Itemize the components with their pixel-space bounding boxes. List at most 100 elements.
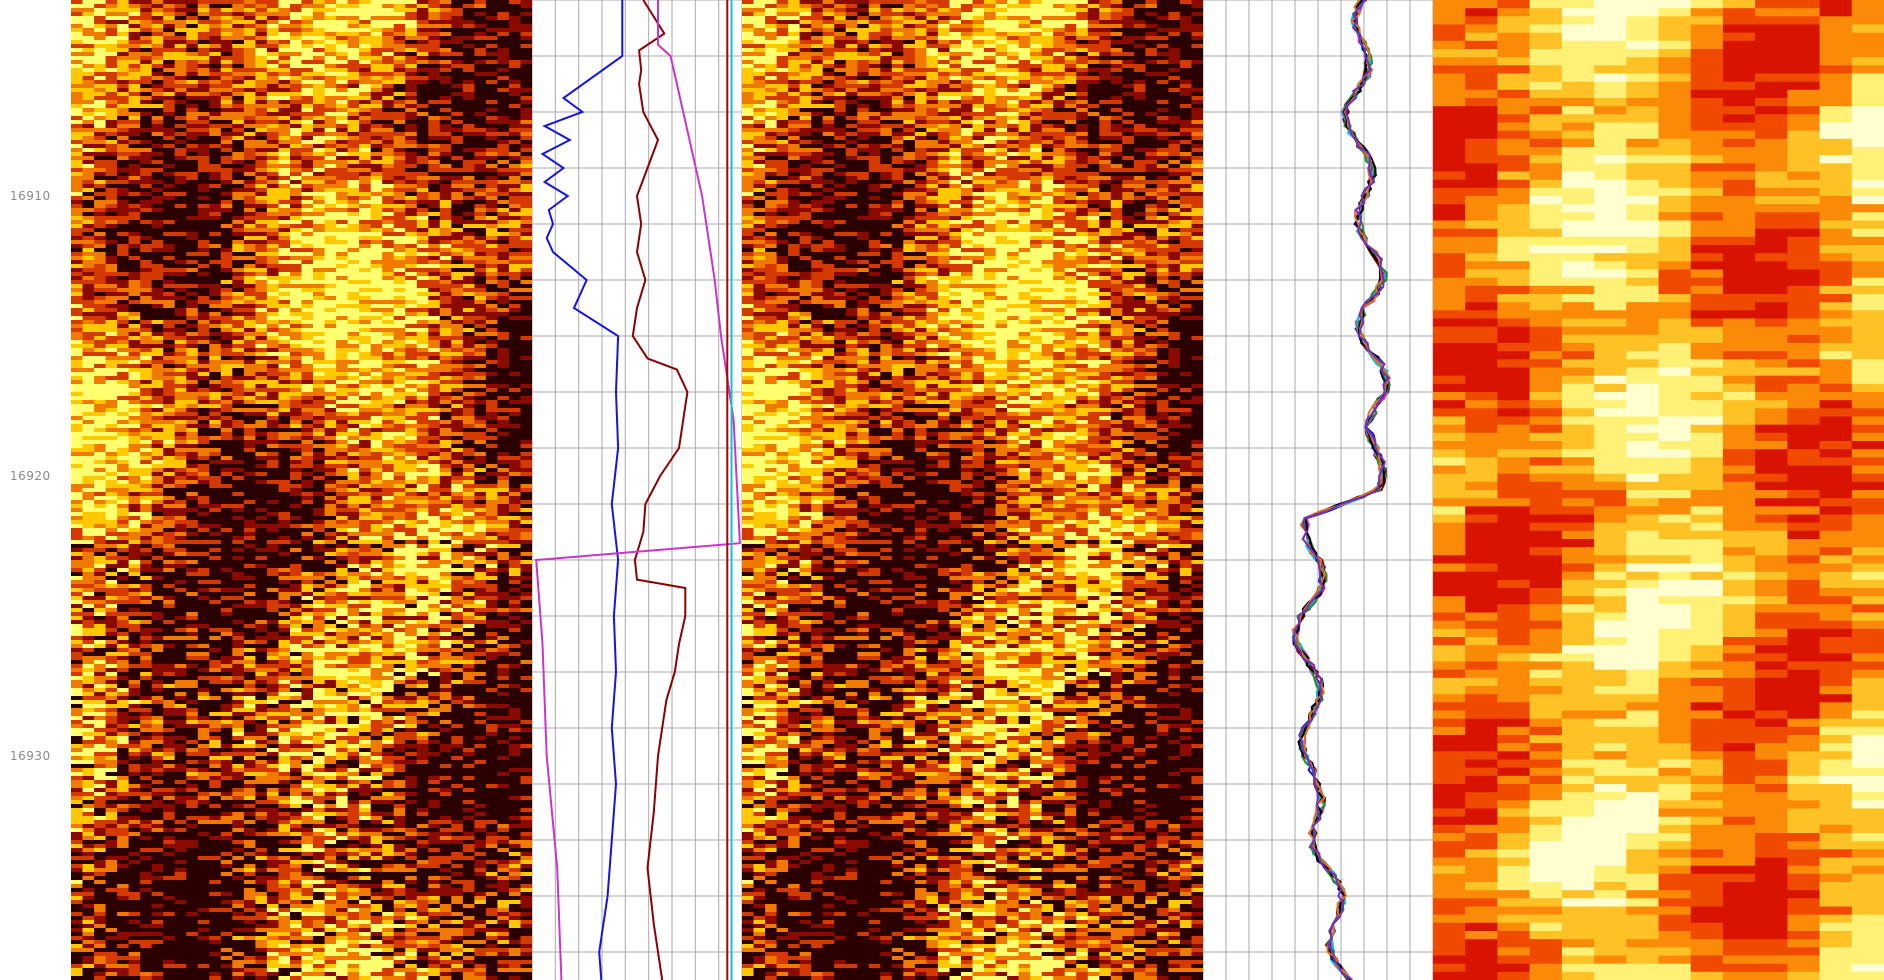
image-pixel <box>117 296 130 301</box>
image-pixel <box>186 64 199 69</box>
image-pixel <box>128 256 141 261</box>
image-pixel <box>117 496 130 501</box>
image-pixel <box>82 232 95 237</box>
image-pixel <box>174 316 187 321</box>
image-pixel <box>301 100 314 105</box>
image-pixel <box>370 108 383 113</box>
image-pixel <box>439 428 452 433</box>
image-pixel <box>485 28 498 33</box>
image-pixel <box>382 492 395 497</box>
image-pixel <box>428 104 441 109</box>
image-pixel <box>94 364 107 369</box>
image-pixel <box>186 380 199 385</box>
image-pixel <box>359 368 372 373</box>
image-pixel <box>105 0 118 5</box>
image-pixel <box>393 248 406 253</box>
image-pixel <box>462 188 475 193</box>
image-pixel <box>117 256 130 261</box>
image-pixel <box>220 56 233 61</box>
image-pixel <box>232 448 245 453</box>
image-pixel <box>105 400 118 405</box>
image-pixel <box>186 8 199 13</box>
image-pixel <box>301 0 314 5</box>
image-pixel <box>290 404 303 409</box>
image-pixel <box>428 368 441 373</box>
image-pixel <box>197 384 210 389</box>
image-pixel <box>508 64 521 69</box>
image-pixel <box>462 208 475 213</box>
image-pixel <box>71 436 84 441</box>
image-pixel <box>462 120 475 125</box>
image-pixel <box>266 480 279 485</box>
image-pixel <box>497 316 510 321</box>
image-pixel <box>232 112 245 117</box>
image-pixel <box>416 324 429 329</box>
image-pixel <box>313 252 326 257</box>
image-pixel <box>497 148 510 153</box>
image-pixel <box>359 456 372 461</box>
image-pixel <box>497 172 510 177</box>
image-pixel <box>313 468 326 473</box>
image-pixel <box>243 408 256 413</box>
image-pixel <box>94 172 107 177</box>
image-pixel <box>128 52 141 57</box>
image-pixel <box>151 164 164 169</box>
image-pixel <box>82 304 95 309</box>
image-pixel <box>508 32 521 37</box>
image-pixel <box>197 320 210 325</box>
image-pixel <box>186 156 199 161</box>
image-pixel <box>278 112 291 117</box>
image-pixel <box>278 144 291 149</box>
image-pixel <box>209 48 222 53</box>
image-pixel <box>290 160 303 165</box>
image-pixel <box>347 44 360 49</box>
image-pixel <box>140 56 153 61</box>
image-pixel <box>186 320 199 325</box>
image-pixel <box>117 68 130 73</box>
image-pixel <box>301 320 314 325</box>
image-pixel <box>416 76 429 81</box>
image-pixel <box>128 40 141 45</box>
image-pixel <box>439 228 452 233</box>
image-pixel <box>186 312 199 317</box>
image-pixel <box>451 160 464 165</box>
image-pixel <box>324 192 337 197</box>
image-pixel <box>174 448 187 453</box>
image-pixel <box>359 120 372 125</box>
image-pixel <box>128 368 141 373</box>
image-pixel <box>174 400 187 405</box>
image-pixel <box>71 320 84 325</box>
image-pixel <box>336 88 349 93</box>
image-pixel <box>232 168 245 173</box>
image-pixel <box>462 64 475 69</box>
image-pixel <box>94 496 107 501</box>
image-pixel <box>313 332 326 337</box>
image-pixel <box>359 228 372 233</box>
image-pixel <box>359 0 372 5</box>
image-pixel <box>105 260 118 265</box>
image-pixel <box>186 452 199 457</box>
image-pixel <box>405 160 418 165</box>
image-pixel <box>497 72 510 77</box>
image-pixel <box>128 44 141 49</box>
image-pixel <box>370 136 383 141</box>
image-pixel <box>255 408 268 413</box>
image-pixel <box>428 192 441 197</box>
image-pixel <box>266 440 279 445</box>
image-pixel <box>359 220 372 225</box>
image-pixel <box>232 488 245 493</box>
image-pixel <box>382 184 395 189</box>
image-pixel <box>382 296 395 301</box>
image-pixel <box>370 188 383 193</box>
image-pixel <box>232 408 245 413</box>
image-pixel <box>508 420 521 425</box>
image-pixel <box>151 256 164 261</box>
image-pixel <box>508 372 521 377</box>
image-pixel <box>232 188 245 193</box>
image-pixel <box>359 376 372 381</box>
image-pixel <box>474 56 487 61</box>
image-pixel <box>232 64 245 69</box>
image-pixel <box>416 496 429 501</box>
image-pixel <box>243 100 256 105</box>
image-pixel <box>220 168 233 173</box>
